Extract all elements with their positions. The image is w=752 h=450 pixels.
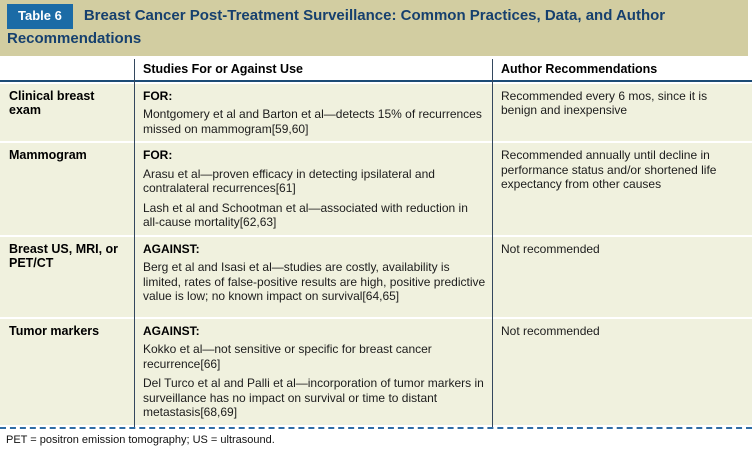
stance-label: FOR:: [143, 148, 173, 162]
table-footnote: PET = positron emission tomography; US =…: [6, 433, 275, 446]
recommendation-text: Not recommended: [501, 241, 600, 256]
column-header-recommendations: Author Recommendations: [501, 62, 658, 76]
recommendation-text: Recommended annually until decline in pe…: [501, 148, 717, 191]
table-row-breast-us-mri-petct: Breast US, MRI, or PET/CT AGAINST: Berg …: [0, 236, 752, 317]
bottom-dashed-rule: [0, 426, 752, 429]
surveillance-table: Studies For or Against Use Author Recomm…: [0, 59, 752, 429]
row-label: Clinical breast exam: [9, 88, 95, 118]
table-row-tumor-markers: Tumor markers AGAINST: Kokko et al—not s…: [0, 318, 752, 425]
stance-label: AGAINST:: [143, 241, 200, 256]
table-header-row: Studies For or Against Use Author Recomm…: [0, 59, 752, 82]
stance-label: FOR:: [143, 88, 173, 103]
study-text: Kokko et al—not sensitive or specific fo…: [143, 342, 432, 371]
row-label: Mammogram: [9, 148, 87, 162]
studies-cell: FOR: Arasu et al—proven efficacy in dete…: [134, 143, 492, 235]
study-text: Arasu et al—proven efficacy in detecting…: [143, 166, 435, 196]
studies-cell: AGAINST: Kokko et al—not sensitive or sp…: [134, 319, 492, 425]
recommendation-cell: Recommended annually until decline in pe…: [492, 143, 752, 235]
table-title: Breast Cancer Post-Treatment Surveillanc…: [7, 7, 666, 47]
study-text: Montgomery et al and Barton et al—detect…: [143, 107, 482, 136]
column-divider: [492, 59, 493, 427]
studies-cell: FOR: Montgomery et al and Barton et al—d…: [134, 84, 492, 142]
column-header-modality: [0, 66, 134, 72]
column-divider: [134, 59, 135, 427]
table-row-clinical-breast-exam: Clinical breast exam FOR: Montgomery et …: [0, 83, 752, 142]
table-number-badge: Table 6: [7, 4, 73, 29]
stance-label: AGAINST:: [143, 323, 200, 338]
recommendation-text: Not recommended: [501, 323, 600, 338]
recommendation-cell: Recommended every 6 mos, since it is ben…: [492, 84, 752, 142]
recommendation-cell: Not recommended: [492, 237, 752, 317]
recommendation-cell: Not recommended: [492, 319, 752, 425]
row-label: Breast US, MRI, or PET/CT: [9, 241, 119, 271]
row-label: Tumor markers: [9, 323, 100, 338]
study-text: Del Turco et al and Palli et al—incorpor…: [143, 376, 484, 419]
column-header-studies: Studies For or Against Use: [143, 62, 303, 76]
table-title-band: Table 6 Breast Cancer Post-Treatment Surv…: [0, 0, 748, 56]
study-text: Lash et al and Schootman et al—associate…: [143, 200, 468, 230]
study-text: Berg et al and Isasi et al—studies are c…: [143, 260, 486, 303]
recommendation-text: Recommended every 6 mos, since it is ben…: [501, 88, 708, 118]
table-row-mammogram: Mammogram FOR: Arasu et al—proven effica…: [0, 143, 752, 235]
studies-cell: AGAINST: Berg et al and Isasi et al—stud…: [134, 237, 492, 317]
